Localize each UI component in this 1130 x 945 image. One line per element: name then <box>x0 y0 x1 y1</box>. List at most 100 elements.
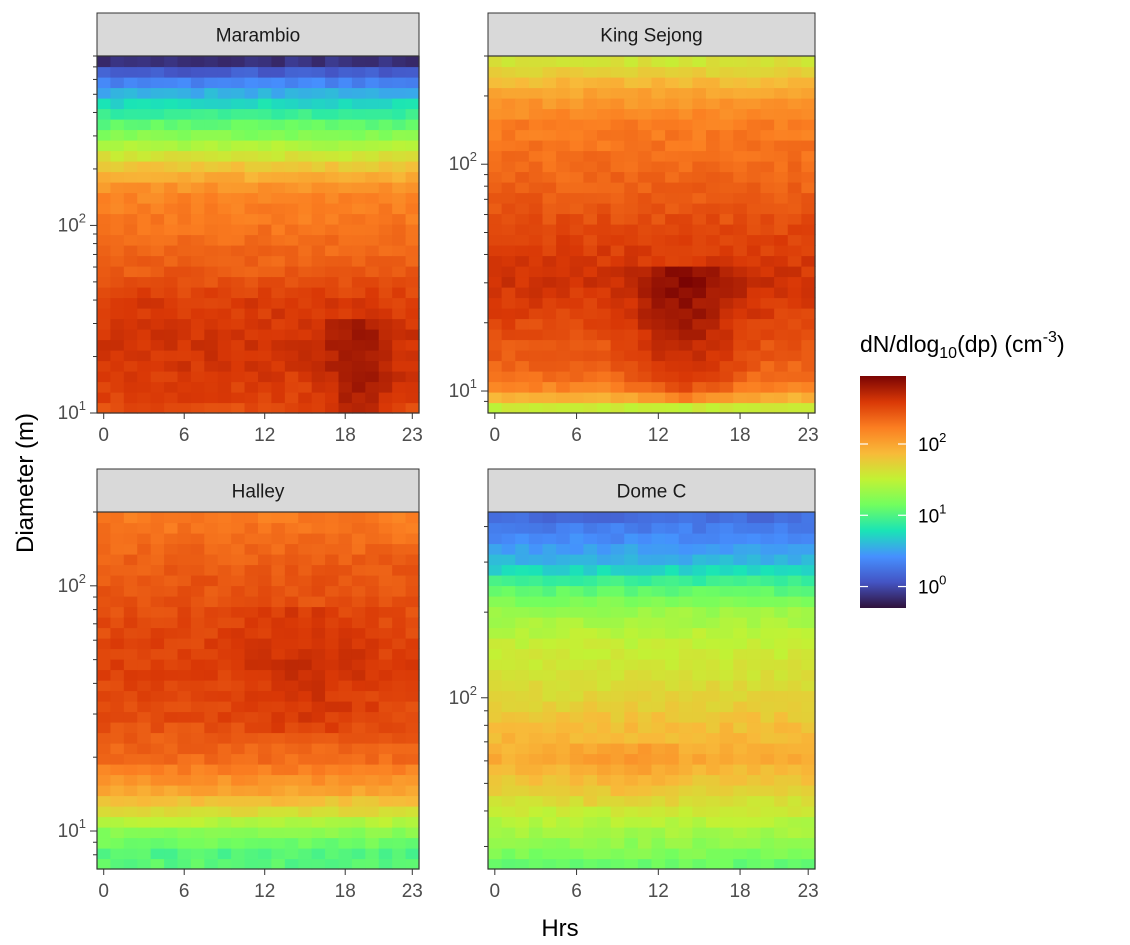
heatmap-cell <box>392 711 407 723</box>
heatmap-cell <box>556 564 571 576</box>
heatmap-cell <box>271 554 286 566</box>
heatmap-cell <box>746 297 762 309</box>
heatmap-cell <box>678 371 693 383</box>
heatmap-cell <box>190 150 205 162</box>
heatmap-cell <box>610 732 625 744</box>
heatmap-cell <box>137 722 152 734</box>
heatmap-cell <box>338 533 353 545</box>
heatmap-cell <box>137 743 152 755</box>
heatmap-cell <box>746 234 762 246</box>
heatmap-cell <box>298 66 313 78</box>
heatmap-cell <box>365 722 380 734</box>
heatmap-cell <box>244 360 259 372</box>
heatmap-cell <box>706 585 721 597</box>
heatmap-cell <box>719 66 734 78</box>
heatmap-cell <box>190 255 205 267</box>
heatmap-cell <box>164 402 179 414</box>
heatmap-cell <box>164 774 179 786</box>
heatmap-cell <box>624 108 639 120</box>
heatmap-cell <box>137 711 152 723</box>
heatmap-cell <box>733 795 748 807</box>
heatmap-cell <box>204 371 219 383</box>
heatmap-cell <box>678 585 693 597</box>
heatmap-cell <box>556 161 571 173</box>
heatmap-cell <box>610 255 625 267</box>
heatmap-cell <box>692 827 707 839</box>
heatmap-cell <box>719 171 734 183</box>
heatmap-cell <box>231 827 246 839</box>
heatmap-cell <box>97 318 112 330</box>
heatmap-cell <box>583 381 598 393</box>
heatmap-cell <box>719 816 734 828</box>
heatmap-cell <box>258 318 273 330</box>
heatmap-cell <box>488 669 503 681</box>
heatmap-cell <box>365 66 380 78</box>
heatmap-cell <box>528 638 544 650</box>
heatmap-cell <box>692 77 707 89</box>
heatmap-cell <box>97 774 112 786</box>
heatmap-cell <box>190 522 205 534</box>
heatmap-cell <box>665 108 680 120</box>
heatmap-cell <box>569 753 584 765</box>
heatmap-cell <box>651 554 666 566</box>
heatmap-cell <box>271 182 286 194</box>
heatmap-cell <box>692 171 707 183</box>
heatmap-cell <box>515 827 530 839</box>
heatmap-cell <box>733 669 748 681</box>
heatmap-cell <box>204 140 219 152</box>
heatmap-cell <box>137 627 152 639</box>
heatmap-cell <box>351 596 366 608</box>
heatmap-cell <box>610 171 625 183</box>
heatmap-cell <box>760 837 775 849</box>
heatmap-cell <box>351 171 366 183</box>
heatmap-cell <box>298 533 313 545</box>
heatmap-cell <box>365 297 380 309</box>
heatmap-cell <box>610 381 625 393</box>
heatmap-cell <box>774 722 789 734</box>
heatmap-cell <box>405 680 420 692</box>
heatmap-cell <box>692 638 707 650</box>
heatmap-cell <box>217 308 232 320</box>
heatmap-cell <box>338 56 353 68</box>
heatmap-cell <box>774 266 789 278</box>
heatmap-cell <box>110 512 125 524</box>
heatmap-cell <box>110 585 125 597</box>
heatmap-cell <box>392 585 407 597</box>
heatmap-cell <box>501 638 516 650</box>
heatmap-cell <box>651 659 666 671</box>
heatmap-cell <box>351 297 366 309</box>
heatmap-cell <box>501 392 516 404</box>
heatmap-cell <box>787 617 802 629</box>
heatmap-cell <box>774 512 789 524</box>
heatmap-cell <box>665 522 680 534</box>
heatmap-cell <box>325 360 340 372</box>
heatmap-cell <box>488 161 503 173</box>
heatmap-cell <box>271 701 286 713</box>
heatmap-cell <box>110 171 125 183</box>
heatmap-cell <box>801 171 816 183</box>
heatmap-cell <box>515 318 530 330</box>
heatmap-cell <box>528 192 544 204</box>
heatmap-cell <box>365 329 380 341</box>
heatmap-cell <box>569 564 584 576</box>
heatmap-cell <box>258 297 273 309</box>
heatmap-cell <box>325 785 340 797</box>
heatmap-cell <box>610 266 625 278</box>
heatmap-cell <box>637 402 653 414</box>
heatmap-cell <box>204 255 219 267</box>
heatmap-cell <box>150 564 165 576</box>
heatmap-cell <box>231 339 246 351</box>
heatmap-cell <box>542 522 557 534</box>
heatmap-cell <box>597 182 612 194</box>
heatmap-cell <box>190 512 205 524</box>
heatmap-cell <box>733 98 748 110</box>
heatmap-cell <box>97 743 112 755</box>
heatmap-cell <box>528 806 544 818</box>
heatmap-cell <box>624 774 639 786</box>
heatmap-cell <box>97 701 112 713</box>
heatmap-cell <box>258 402 273 414</box>
heatmap-cell <box>706 680 721 692</box>
heatmap-cell <box>150 402 165 414</box>
heatmap-cell <box>665 816 680 828</box>
heatmap-cell <box>284 680 299 692</box>
